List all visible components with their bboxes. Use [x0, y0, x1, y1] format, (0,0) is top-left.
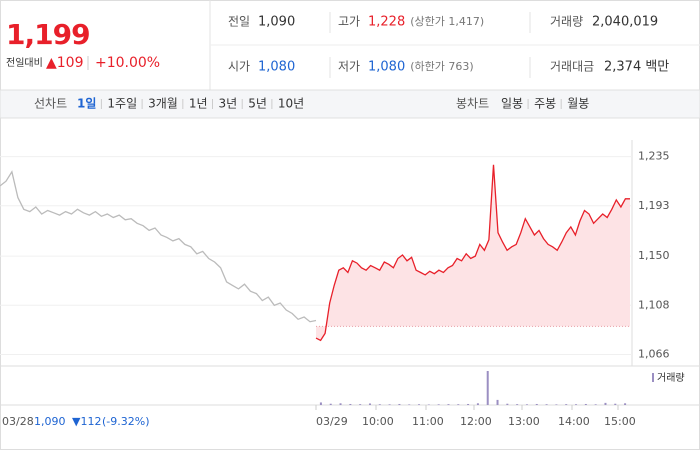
- stat-label: 거래대금: [550, 60, 594, 74]
- volume-bar: [604, 402, 607, 405]
- footer-rate: (-9.32%): [102, 415, 150, 428]
- footer-change: ▼112: [72, 415, 101, 428]
- tab-group-label: 봉차트: [456, 97, 489, 111]
- x-tick-label: 11:00: [412, 415, 444, 428]
- legend-swatch: [652, 373, 654, 382]
- line: [0, 170, 317, 323]
- stat-value: 1,228: [368, 15, 405, 30]
- x-tick-label: 14:00: [558, 415, 590, 428]
- volume-bar: [496, 399, 499, 405]
- stat-note: (하한가 763): [410, 59, 473, 73]
- tab[interactable]: 10년: [278, 97, 304, 111]
- volume-bar: [378, 404, 381, 405]
- stat-label: 고가: [338, 15, 360, 29]
- stat-label: 저가: [338, 60, 360, 74]
- area: [316, 164, 630, 341]
- volume-bar: [584, 403, 587, 405]
- stat-value: 2,374 백만: [604, 60, 669, 75]
- tabs: 선차트 1일 1주일 3개월 1년 3년 5년 10년 봉차트 일봉 주봉 월봉: [34, 97, 589, 111]
- y-tick-label: 1,066: [638, 347, 670, 360]
- volume-bar: [535, 403, 538, 405]
- volume-bar: [467, 403, 470, 405]
- tab[interactable]: 주봉: [534, 97, 556, 111]
- tab[interactable]: 1년: [189, 97, 208, 111]
- line: [315, 164, 630, 342]
- volume-bar: [408, 404, 411, 405]
- volume-bar: [476, 403, 479, 405]
- volume-bar: [565, 404, 568, 405]
- volume-bar: [614, 403, 617, 405]
- volume-bar: [359, 404, 362, 405]
- volume-bar: [457, 404, 460, 405]
- volume-bar: [506, 403, 509, 405]
- tab[interactable]: 3년: [219, 97, 238, 111]
- stat-value: 1,080: [368, 60, 405, 75]
- volume-bar: [555, 404, 558, 405]
- volume-bar: [516, 404, 519, 405]
- volume-bar: [388, 404, 391, 405]
- x-tick-label: 15:00: [604, 415, 636, 428]
- volume-bar: [349, 403, 352, 405]
- tab[interactable]: 3개월: [148, 97, 178, 111]
- stats: 전일 1,090 고가 1,228 (상한가 1,417) 거래량 2,040,019 시가 1…: [228, 15, 669, 75]
- tab[interactable]: 1주일: [107, 97, 137, 111]
- volume-bar: [624, 403, 627, 405]
- volume-bar: [545, 404, 548, 405]
- volume-bar: [486, 371, 489, 405]
- tab[interactable]: 월봉: [567, 97, 589, 111]
- volume-bar: [575, 404, 578, 405]
- tab-bar: [0, 89, 700, 119]
- volume-bar: [418, 404, 421, 405]
- change: ▲109: [46, 55, 84, 71]
- change-label: 전일대비: [6, 57, 43, 69]
- volume-bar: [594, 404, 597, 405]
- x-tick-label: 13:00: [508, 415, 540, 428]
- stat-label: 거래량: [550, 15, 583, 29]
- volume-bar: [368, 403, 371, 405]
- price: 1,199: [6, 18, 90, 51]
- volume-bar: [437, 404, 440, 405]
- stat-label: 시가: [228, 60, 250, 74]
- stat-value: 1,090: [258, 15, 295, 30]
- legend-label: 거래량: [657, 372, 685, 384]
- volume-bar: [319, 402, 322, 405]
- stat-note: (상한가 1,417): [410, 15, 484, 28]
- stat-label: 전일: [228, 15, 250, 29]
- y-tick-label: 1,150: [638, 249, 670, 262]
- volume-bar: [525, 404, 528, 405]
- x-tick-label: 03/29: [316, 415, 348, 428]
- volume-bar: [329, 403, 332, 405]
- volume-bar: [398, 403, 401, 405]
- y-tick-label: 1,193: [638, 199, 670, 212]
- footer-close: 1,090: [34, 415, 66, 428]
- stat-value: 2,040,019: [592, 15, 658, 30]
- footer-date: 03/28: [2, 415, 34, 428]
- change-rate: +10.00%: [95, 55, 160, 71]
- x-tick-label: 12:00: [460, 415, 492, 428]
- y-tick-label: 1,235: [638, 150, 670, 163]
- volume-bar: [447, 404, 450, 405]
- tab[interactable]: 일봉: [501, 97, 523, 111]
- y-tick-label: 1,108: [638, 298, 670, 311]
- tab-group-label: 선차트: [34, 97, 67, 111]
- tab[interactable]: 1일: [77, 97, 96, 111]
- x-tick-label: 10:00: [362, 415, 394, 428]
- volume-bar: [339, 403, 342, 405]
- volume-bar: [427, 404, 430, 405]
- tab[interactable]: 5년: [248, 97, 267, 111]
- stat-value: 1,080: [258, 60, 295, 75]
